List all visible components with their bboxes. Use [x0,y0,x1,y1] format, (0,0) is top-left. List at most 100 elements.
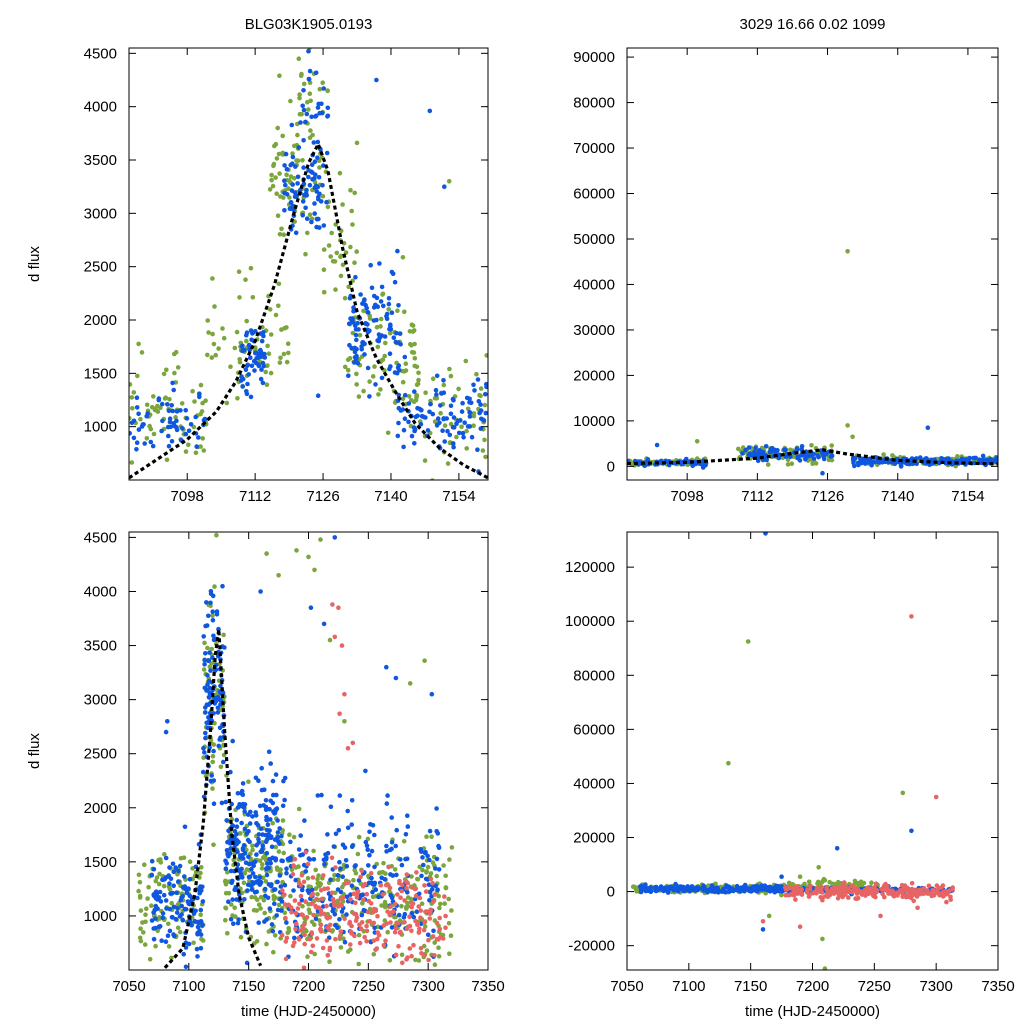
point-blue [361,298,367,303]
point-blue [268,834,274,839]
point-green [354,382,360,387]
point-blue [204,600,209,605]
point-blue [308,605,314,610]
point-blue [142,441,147,446]
point-blue [389,840,395,845]
point-blue [293,164,298,169]
point-blue [254,889,259,895]
point-red [409,953,414,959]
point-green [276,573,281,578]
point-green [382,353,388,359]
point-blue [198,945,204,951]
point-red [339,643,345,648]
point-blue [187,877,193,882]
point-green [382,904,388,910]
point-green [360,901,365,906]
point-red [795,891,801,896]
point-blue [171,869,177,875]
point-blue [434,806,439,811]
point-green [201,667,207,672]
point-green [380,869,386,875]
point-blue [375,304,381,310]
point-blue [325,113,331,119]
point-blue [245,837,251,843]
point-red [858,890,864,896]
point-blue [257,803,263,809]
point-red [393,952,399,958]
point-red [944,899,949,905]
point-green [142,942,148,947]
point-green [201,448,207,453]
point-blue [363,321,369,327]
point-blue [811,456,817,461]
point-blue [421,862,426,868]
point-blue [351,305,356,310]
point-blue [284,166,290,172]
point-red [336,904,341,909]
point-red [371,938,377,943]
point-red [364,891,370,897]
point-blue [194,444,199,449]
point-green [432,940,438,945]
point-blue [709,883,715,888]
point-green [144,436,150,441]
point-blue [265,895,271,901]
point-green [271,161,277,167]
point-blue [198,932,204,937]
point-blue [371,305,377,310]
point-red [310,875,316,880]
point-blue [215,710,221,715]
y-tick-label: 4500 [84,45,117,62]
point-green [289,867,295,873]
point-blue [206,613,211,619]
point-green [370,894,376,900]
point-blue [675,886,680,892]
point-blue [268,761,274,766]
point-green [284,172,289,178]
point-green [430,376,436,382]
point-blue [307,857,313,862]
point-blue [315,105,321,110]
point-blue [288,200,294,205]
point-green [463,358,469,364]
point-green [206,330,211,335]
point-red [880,886,885,892]
x-tick-label: 7098 [670,488,703,505]
point-green [478,386,484,391]
point-green [446,179,452,184]
point-blue [354,337,359,343]
point-blue [360,892,366,897]
point-red [878,913,883,919]
point-green [634,885,639,891]
point-green [342,719,347,724]
point-blue [820,470,825,476]
point-red [847,889,853,895]
point-red [350,740,356,746]
y-tick-label: 1000 [84,419,117,436]
point-green [200,436,205,441]
point-blue [765,887,771,893]
x-axis-label: time (HJD-2450000) [745,1003,880,1020]
y-tick-label: 60000 [573,721,615,738]
point-green [402,309,407,315]
point-green [408,342,413,347]
point-blue [182,824,188,830]
point-blue [228,868,234,874]
point-blue [195,895,200,901]
point-blue [441,416,446,422]
point-blue [325,105,331,111]
point-green [177,929,183,935]
point-green [173,415,178,420]
point-blue [243,860,249,865]
point-green [209,355,215,360]
point-blue [419,849,424,854]
point-red [342,691,347,697]
point-blue [168,876,174,881]
point-green [287,195,292,200]
point-blue [284,866,289,871]
point-green [317,86,323,92]
point-blue [227,851,233,856]
point-red [381,943,387,948]
point-blue [293,877,299,883]
point-red [359,868,365,874]
